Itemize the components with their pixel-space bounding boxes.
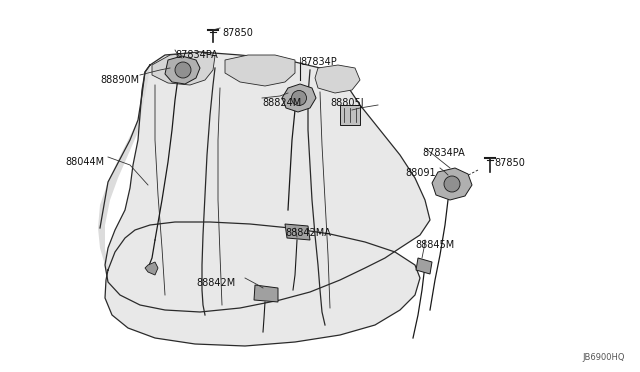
Polygon shape [315, 65, 360, 93]
Polygon shape [152, 52, 215, 85]
Circle shape [291, 90, 307, 106]
Text: 88044M: 88044M [65, 157, 104, 167]
Polygon shape [145, 262, 158, 275]
Polygon shape [285, 224, 310, 240]
Text: 87834PA: 87834PA [422, 148, 465, 158]
Circle shape [444, 176, 460, 192]
Polygon shape [432, 168, 472, 200]
Text: 88842M: 88842M [196, 278, 236, 288]
Text: 88842MA: 88842MA [285, 228, 331, 238]
Text: 87850: 87850 [222, 28, 253, 38]
Circle shape [175, 62, 191, 78]
Polygon shape [340, 105, 360, 125]
Polygon shape [225, 55, 295, 86]
Polygon shape [105, 222, 420, 346]
Polygon shape [282, 84, 316, 112]
Polygon shape [416, 258, 432, 274]
Text: 87834PA: 87834PA [175, 50, 218, 60]
Text: 88824M: 88824M [262, 98, 301, 108]
Text: 88805J: 88805J [330, 98, 364, 108]
Polygon shape [254, 285, 278, 302]
Text: JB6900HQ: JB6900HQ [582, 353, 625, 362]
Polygon shape [165, 56, 200, 84]
Text: 87834P: 87834P [300, 57, 337, 67]
Text: 87850: 87850 [494, 158, 525, 168]
Polygon shape [98, 65, 150, 282]
Polygon shape [105, 52, 430, 312]
Text: 88845M: 88845M [415, 240, 454, 250]
Text: 88890M: 88890M [100, 75, 139, 85]
Text: 88091: 88091 [405, 168, 436, 178]
